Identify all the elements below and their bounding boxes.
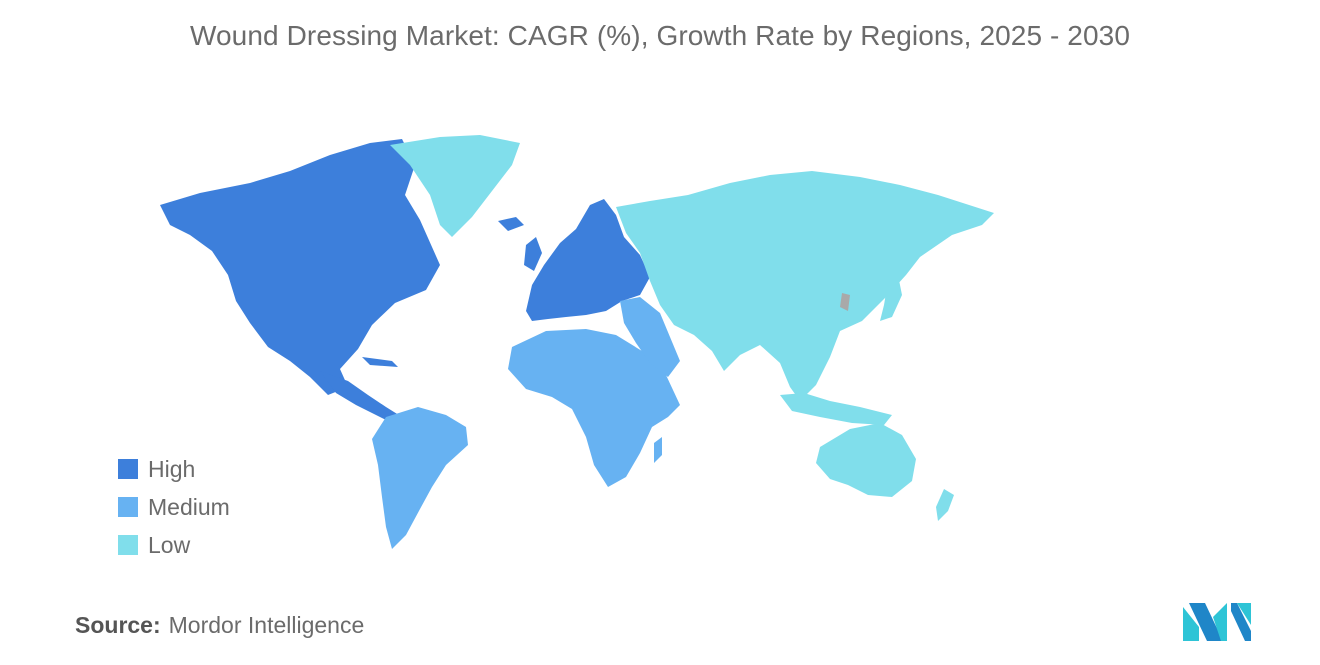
legend-swatch-medium (118, 497, 138, 517)
mordor-intelligence-logo-icon (1183, 603, 1251, 641)
region-japan (880, 275, 902, 321)
region-north-america (160, 139, 440, 395)
legend-swatch-low (118, 535, 138, 555)
legend: High Medium Low (118, 450, 230, 564)
region-madagascar (654, 437, 662, 463)
legend-item-high: High (118, 450, 230, 488)
chart-title: Wound Dressing Market: CAGR (%), Growth … (189, 20, 1130, 51)
legend-label-low: Low (148, 531, 191, 558)
region-korea (840, 293, 850, 311)
region-greenland (390, 135, 520, 237)
region-asia (616, 171, 994, 401)
world-map (160, 135, 994, 549)
source: Source: Mordor Intelligence (75, 612, 364, 639)
region-europe (526, 199, 650, 321)
region-australia (816, 423, 916, 497)
legend-item-low: Low (118, 526, 230, 564)
region-africa (508, 329, 680, 487)
region-central-america (320, 371, 402, 423)
region-caribbean (362, 357, 398, 367)
legend-label-high: High (148, 455, 196, 482)
legend-swatch-high (118, 459, 138, 479)
legend-label-medium: Medium (148, 493, 230, 520)
source-label: Source: (75, 612, 161, 638)
source-value: Mordor Intelligence (168, 612, 365, 638)
region-new-zealand (936, 489, 954, 521)
region-southeast-asia (780, 393, 892, 425)
region-uk (524, 237, 542, 271)
region-middle-east (620, 297, 680, 377)
region-south-america (372, 407, 468, 549)
legend-item-medium: Medium (118, 488, 230, 526)
region-iceland (498, 217, 524, 231)
